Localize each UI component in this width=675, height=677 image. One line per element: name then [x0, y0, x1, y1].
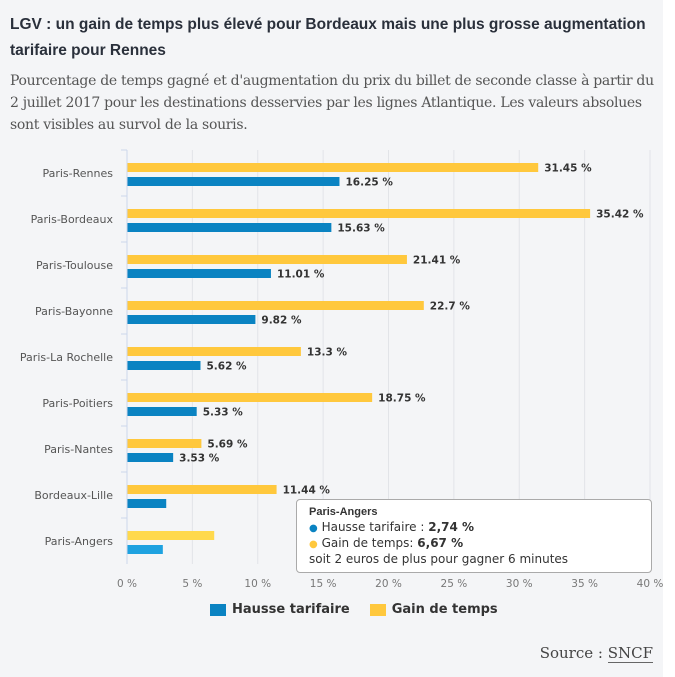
tooltip-note: soit 2 euros de plus pour gagner 6 minut…	[309, 552, 569, 566]
data-label: 9.82 %	[261, 315, 302, 327]
data-label: 15.63 %	[337, 223, 385, 235]
legend-label: Hausse tarifaire	[232, 602, 350, 617]
category-label: Bordeaux-Lille	[34, 489, 113, 502]
blue-dot-icon: ●	[309, 523, 318, 534]
legend: Hausse tarifaire Gain de temps	[210, 602, 498, 617]
data-label: 22.7 %	[430, 301, 471, 313]
x-tick-label: 10 %	[244, 578, 271, 590]
bar-gain	[127, 439, 202, 448]
legend-item-gain[interactable]: Gain de temps	[369, 602, 498, 617]
legend-item-hausse[interactable]: Hausse tarifaire	[210, 602, 350, 617]
tooltip-label: Hausse tarifaire :	[321, 520, 429, 534]
chart-title: LGV : un gain de temps plus élevé pour B…	[10, 16, 646, 59]
category-label: Paris-Nantes	[44, 443, 113, 456]
tooltip-label: Gain de temps:	[321, 536, 418, 550]
data-label: 35.42 %	[596, 209, 644, 221]
category-label: Paris-Bayonne	[35, 305, 113, 318]
bar-hausse	[127, 315, 256, 324]
bar-gain	[127, 393, 373, 402]
bar-gain	[127, 347, 301, 356]
data-label: 13.3 %	[307, 347, 348, 359]
x-tick-label: 0 %	[117, 578, 137, 590]
category-label: Paris-Poitiers	[42, 397, 113, 410]
legend-swatch	[210, 603, 226, 616]
bar-gain	[127, 209, 591, 218]
data-label: 16.25 %	[345, 177, 393, 189]
data-label: 5.62 %	[206, 361, 247, 373]
bar-gain	[127, 531, 215, 540]
bar-gain	[127, 255, 407, 264]
tooltip-title: Paris-Angers	[309, 506, 378, 518]
x-tick-label: 30 %	[506, 578, 533, 590]
bar-hausse	[127, 499, 167, 508]
bar-hausse	[127, 407, 197, 416]
chart-subtitle: Pourcentage de temps gagné et d'augmenta…	[10, 73, 654, 133]
bar-hausse	[127, 453, 174, 462]
bar-hausse	[127, 177, 340, 186]
x-tick-label: 20 %	[375, 578, 402, 590]
bar-hausse	[127, 361, 201, 370]
category-label: Paris-Rennes	[42, 167, 113, 180]
source-link[interactable]: SNCF	[607, 644, 653, 663]
data-label: 31.45 %	[544, 163, 592, 175]
data-label: 21.41 %	[413, 255, 461, 267]
data-label: 5.69 %	[207, 439, 248, 451]
tooltip: Paris-Angers ● Hausse tarifaire : 2,74 %…	[296, 499, 652, 573]
category-label: Paris-Angers	[45, 535, 114, 548]
x-tick-label: 15 %	[310, 578, 337, 590]
bar-gain	[127, 163, 539, 172]
source-label: Source :	[539, 644, 608, 662]
x-tick-label: 25 %	[441, 578, 468, 590]
x-tick-label: 35 %	[571, 578, 598, 590]
bar-gain	[127, 485, 277, 494]
bar-hausse	[127, 545, 163, 554]
data-label: 11.44 %	[283, 485, 331, 497]
data-label: 11.01 %	[277, 269, 325, 281]
data-label: 5.33 %	[203, 407, 244, 419]
bar-hausse	[127, 269, 271, 278]
data-label: 3.53 %	[179, 453, 220, 465]
yellow-dot-icon: ●	[309, 539, 318, 550]
category-label: Paris-La Rochelle	[20, 351, 113, 364]
bar-hausse	[127, 223, 332, 232]
x-tick-label: 5 %	[182, 578, 202, 590]
data-label: 18.75 %	[378, 393, 426, 405]
tooltip-value: 6,67 %	[417, 536, 464, 550]
category-label: Paris-Toulouse	[36, 259, 113, 272]
bar-chart: 0 % 5 % 10 % 15 % 20 % 25 % 30 % 35 % 40 % Paris-…	[20, 149, 663, 590]
bar-gain	[127, 301, 424, 310]
tooltip-value: 2,74 %	[428, 520, 475, 534]
x-tick-label: 40 %	[637, 578, 663, 590]
legend-swatch	[369, 603, 386, 616]
category-label: Paris-Bordeaux	[31, 213, 114, 226]
legend-label: Gain de temps	[391, 602, 498, 617]
source: Source : SNCF	[539, 644, 653, 663]
